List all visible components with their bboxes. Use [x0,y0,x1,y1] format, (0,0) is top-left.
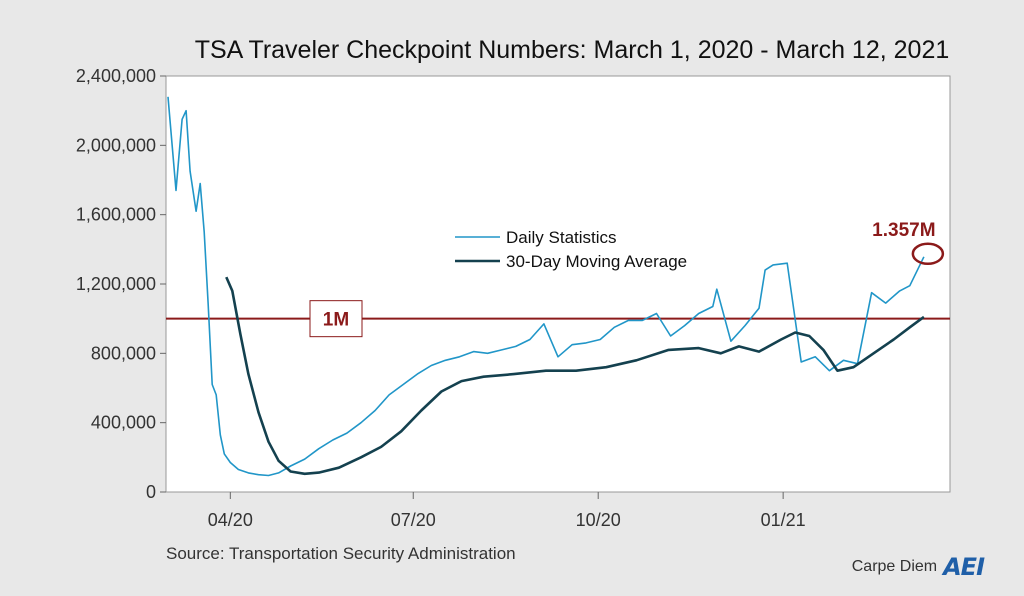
x-tick-label: 04/20 [208,510,253,530]
series-line-daily-statistics [167,96,925,477]
y-axis: 0 400,000 800,000 1,200,000 1,600,000 2,000,0… [76,66,166,502]
legend: Daily Statistics 30-Day Moving Average [455,228,687,271]
y-tick-label: 800,000 [91,343,156,363]
x-tick-label: 01/21 [761,510,806,530]
y-tick-label: 2,000,000 [76,135,156,155]
x-tick-label: 07/20 [391,510,436,530]
reference-label-box [309,300,363,338]
annotation-circle [911,242,945,266]
y-tick-label: 1,200,000 [76,274,156,294]
reference-layer: 1M [166,300,950,338]
source-note: Source: Transportation Security Administ… [166,544,516,563]
x-tick-label: 10/20 [576,510,621,530]
y-tick-label: 0 [146,482,156,502]
y-tick-label: 2,400,000 [76,66,156,86]
legend-label: Daily Statistics [506,228,617,247]
annotation-label: 1.357M [872,220,935,241]
brand-text: Carpe Diem [851,558,938,575]
y-tick-label: 1,600,000 [76,205,156,225]
aei-logo: AEI [943,553,985,581]
series-line-moving-average [225,276,925,476]
plot-area [165,75,951,493]
reference-label: 1M [323,310,349,331]
series-layer [167,96,925,477]
y-tick-label: 400,000 [91,413,156,433]
chart-title: TSA Traveler Checkpoint Numbers: March 1… [194,36,950,64]
annotation-layer: 1.357M [872,220,945,266]
x-axis: 04/20 07/20 10/20 01/21 [208,492,806,530]
legend-label: 30-Day Moving Average [506,252,687,271]
brand: Carpe Diem AEI [851,553,985,581]
